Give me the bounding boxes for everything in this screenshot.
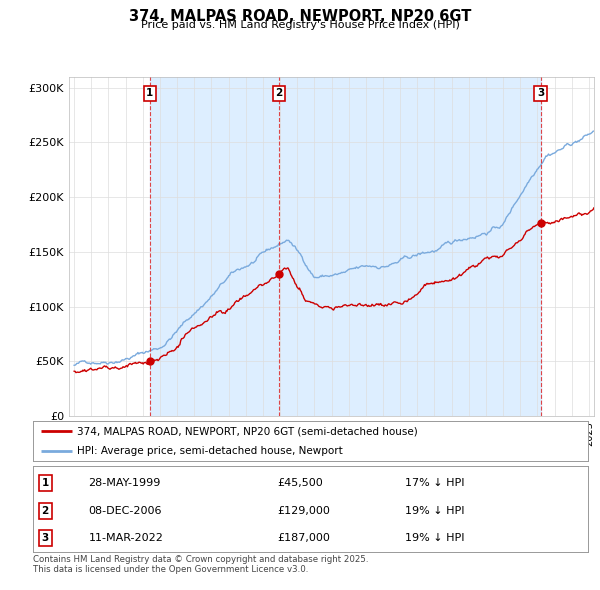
Bar [150, 77, 279, 416]
Text: 19% ↓ HPI: 19% ↓ HPI [405, 533, 464, 543]
Text: 08-DEC-2006: 08-DEC-2006 [89, 506, 162, 516]
Text: 17% ↓ HPI: 17% ↓ HPI [405, 478, 464, 488]
Text: Contains HM Land Registry data © Crown copyright and database right 2025.
This d: Contains HM Land Registry data © Crown c… [33, 555, 368, 574]
Text: 374, MALPAS ROAD, NEWPORT, NP20 6GT: 374, MALPAS ROAD, NEWPORT, NP20 6GT [129, 9, 471, 24]
Text: 3: 3 [41, 533, 49, 543]
Text: 1: 1 [146, 88, 154, 98]
Text: 1: 1 [41, 478, 49, 488]
Text: £45,500: £45,500 [277, 478, 323, 488]
Text: 11-MAR-2022: 11-MAR-2022 [89, 533, 163, 543]
Text: £187,000: £187,000 [277, 533, 330, 543]
Text: Price paid vs. HM Land Registry's House Price Index (HPI): Price paid vs. HM Land Registry's House … [140, 20, 460, 30]
Text: 28-MAY-1999: 28-MAY-1999 [89, 478, 161, 488]
Text: 2: 2 [41, 506, 49, 516]
Text: 19% ↓ HPI: 19% ↓ HPI [405, 506, 464, 516]
Text: HPI: Average price, semi-detached house, Newport: HPI: Average price, semi-detached house,… [77, 447, 343, 456]
Bar [279, 77, 541, 416]
Text: 374, MALPAS ROAD, NEWPORT, NP20 6GT (semi-detached house): 374, MALPAS ROAD, NEWPORT, NP20 6GT (sem… [77, 427, 418, 436]
Text: 2: 2 [275, 88, 283, 98]
Text: £129,000: £129,000 [277, 506, 330, 516]
Text: 3: 3 [537, 88, 544, 98]
